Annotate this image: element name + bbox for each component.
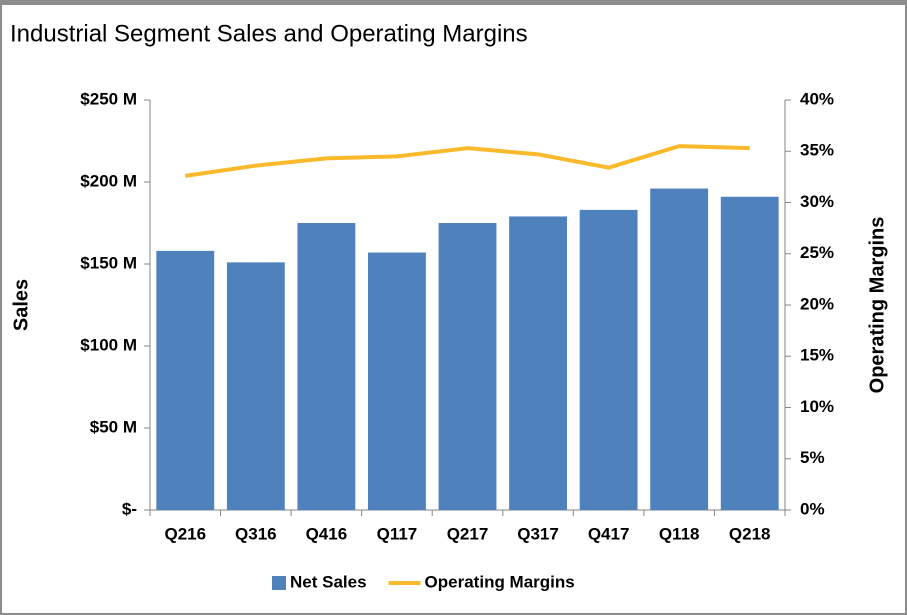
legend-swatch — [272, 576, 286, 590]
x-tick-label: Q216 — [164, 524, 206, 543]
y2-tick-label: 20% — [800, 294, 834, 313]
y2-tick-label: 35% — [800, 141, 834, 160]
y-tick-label: $- — [122, 499, 137, 518]
bar — [297, 223, 356, 510]
y2-tick-label: 10% — [800, 397, 834, 416]
x-tick-label: Q316 — [235, 524, 277, 543]
y2-tick-label: 40% — [800, 89, 834, 108]
y2-tick-label: 30% — [800, 192, 834, 211]
x-tick-label: Q417 — [588, 524, 630, 543]
x-tick-label: Q217 — [447, 524, 489, 543]
x-tick-label: Q416 — [306, 524, 348, 543]
line — [184, 144, 750, 178]
bar — [579, 209, 638, 510]
bar — [368, 252, 426, 510]
x-tick-label: Q218 — [729, 524, 771, 543]
y-tick-label: $200 M — [80, 171, 137, 190]
y-tick-label: $250 M — [80, 89, 137, 108]
x-tick-label: Q317 — [517, 524, 559, 543]
y-axis-title: Sales — [10, 279, 32, 331]
x-tick-label: Q118 — [659, 524, 700, 543]
legend-label: Operating Margins — [425, 572, 575, 591]
y2-tick-label: 0% — [800, 499, 825, 518]
y-tick-label: $100 M — [80, 335, 137, 354]
legend-label: Net Sales — [290, 572, 367, 591]
bar — [509, 216, 567, 510]
y-tick-label: $50 M — [90, 417, 137, 436]
y2-tick-label: 25% — [800, 243, 834, 262]
bar — [720, 196, 779, 510]
bar — [650, 188, 709, 510]
y2-tick-label: 5% — [800, 448, 825, 467]
bar — [226, 262, 285, 510]
y2-axis-title: Operating Margins — [866, 217, 888, 394]
y-tick-label: $150 M — [80, 253, 137, 272]
x-tick-label: Q117 — [377, 524, 418, 543]
chart-title: Industrial Segment Sales and Operating M… — [10, 20, 528, 47]
top-bar — [0, 0, 907, 5]
y2-tick-label: 15% — [800, 346, 834, 365]
bar — [438, 223, 497, 510]
bar — [156, 250, 215, 510]
